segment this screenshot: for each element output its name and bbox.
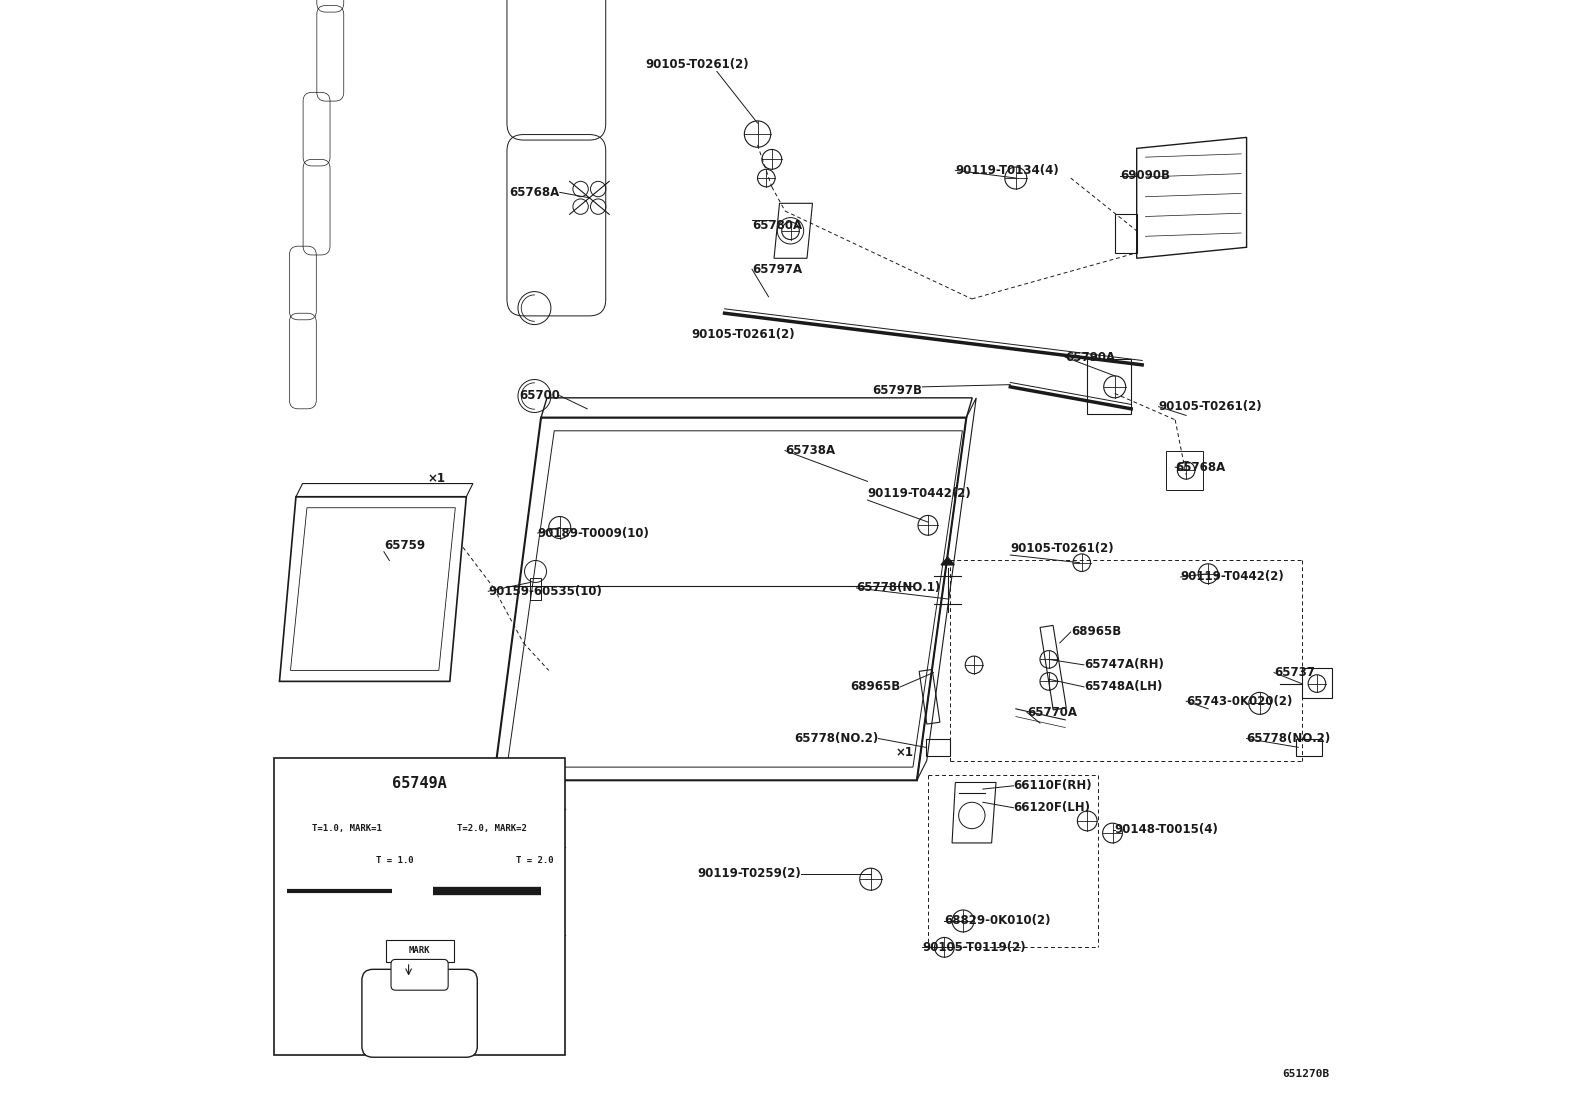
- Text: 68965B: 68965B: [850, 680, 901, 693]
- Text: 65738A: 65738A: [785, 444, 836, 457]
- FancyBboxPatch shape: [392, 959, 449, 990]
- Text: 65797A: 65797A: [751, 263, 802, 276]
- Text: 65747A(RH): 65747A(RH): [1084, 658, 1164, 671]
- Text: T = 1.0: T = 1.0: [376, 856, 414, 865]
- Text: 90159-60535(10): 90159-60535(10): [489, 585, 602, 598]
- Text: ×1: ×1: [896, 746, 914, 759]
- Text: 90105-T0119(2): 90105-T0119(2): [922, 941, 1025, 954]
- Text: 66110F(RH): 66110F(RH): [1014, 779, 1092, 792]
- Text: 90105-T0261(2): 90105-T0261(2): [645, 58, 748, 71]
- Text: 90119-T0442(2): 90119-T0442(2): [868, 487, 971, 500]
- Text: 65768A: 65768A: [1175, 460, 1226, 474]
- Text: 65700: 65700: [519, 389, 560, 402]
- Text: 69090B: 69090B: [1121, 169, 1170, 182]
- Text: 90105-T0261(2): 90105-T0261(2): [1159, 400, 1262, 413]
- Text: 65759: 65759: [384, 539, 425, 552]
- Text: 651270B: 651270B: [1282, 1069, 1329, 1079]
- Text: T=1.0, MARK=1: T=1.0, MARK=1: [312, 823, 382, 833]
- Bar: [274, 758, 565, 1055]
- Text: 68965B: 68965B: [1071, 625, 1121, 639]
- Text: 90105-T0261(2): 90105-T0261(2): [1011, 542, 1114, 555]
- Bar: [385, 940, 454, 962]
- Text: MARK: MARK: [409, 946, 430, 955]
- Text: 90189-T0009(10): 90189-T0009(10): [538, 526, 650, 540]
- Text: 65797B: 65797B: [872, 384, 922, 397]
- Text: 65778(NO.1): 65778(NO.1): [856, 581, 941, 595]
- Text: 90119-T0442(2): 90119-T0442(2): [1181, 570, 1285, 584]
- Text: 68829-0K010(2): 68829-0K010(2): [944, 914, 1051, 928]
- Text: 65790A: 65790A: [1065, 351, 1116, 364]
- Text: 90119-T0134(4): 90119-T0134(4): [955, 164, 1059, 177]
- Bar: [1296, 739, 1323, 756]
- Text: 65778(NO.2): 65778(NO.2): [1247, 732, 1331, 745]
- Bar: [925, 739, 950, 756]
- Text: 90105-T0261(2): 90105-T0261(2): [691, 328, 796, 341]
- Text: 65780A: 65780A: [751, 219, 802, 232]
- Polygon shape: [941, 557, 954, 565]
- Text: T=2.0, MARK=2: T=2.0, MARK=2: [457, 823, 527, 833]
- Text: 90119-T0259(2): 90119-T0259(2): [697, 867, 801, 880]
- Text: T = 2.0: T = 2.0: [516, 856, 554, 865]
- Text: 65778(NO.2): 65778(NO.2): [794, 732, 879, 745]
- Text: ×1: ×1: [428, 471, 446, 485]
- Text: 66120F(LH): 66120F(LH): [1014, 801, 1091, 814]
- Text: 65748A(LH): 65748A(LH): [1084, 680, 1162, 693]
- Text: 65768A: 65768A: [509, 186, 560, 199]
- Text: 65737: 65737: [1274, 666, 1315, 679]
- Text: 65743-0K020(2): 65743-0K020(2): [1186, 695, 1293, 708]
- FancyBboxPatch shape: [361, 969, 478, 1057]
- Text: 90148-T0015(4): 90148-T0015(4): [1114, 823, 1218, 836]
- Text: 65749A: 65749A: [392, 776, 447, 791]
- Text: 65770A: 65770A: [1027, 706, 1076, 719]
